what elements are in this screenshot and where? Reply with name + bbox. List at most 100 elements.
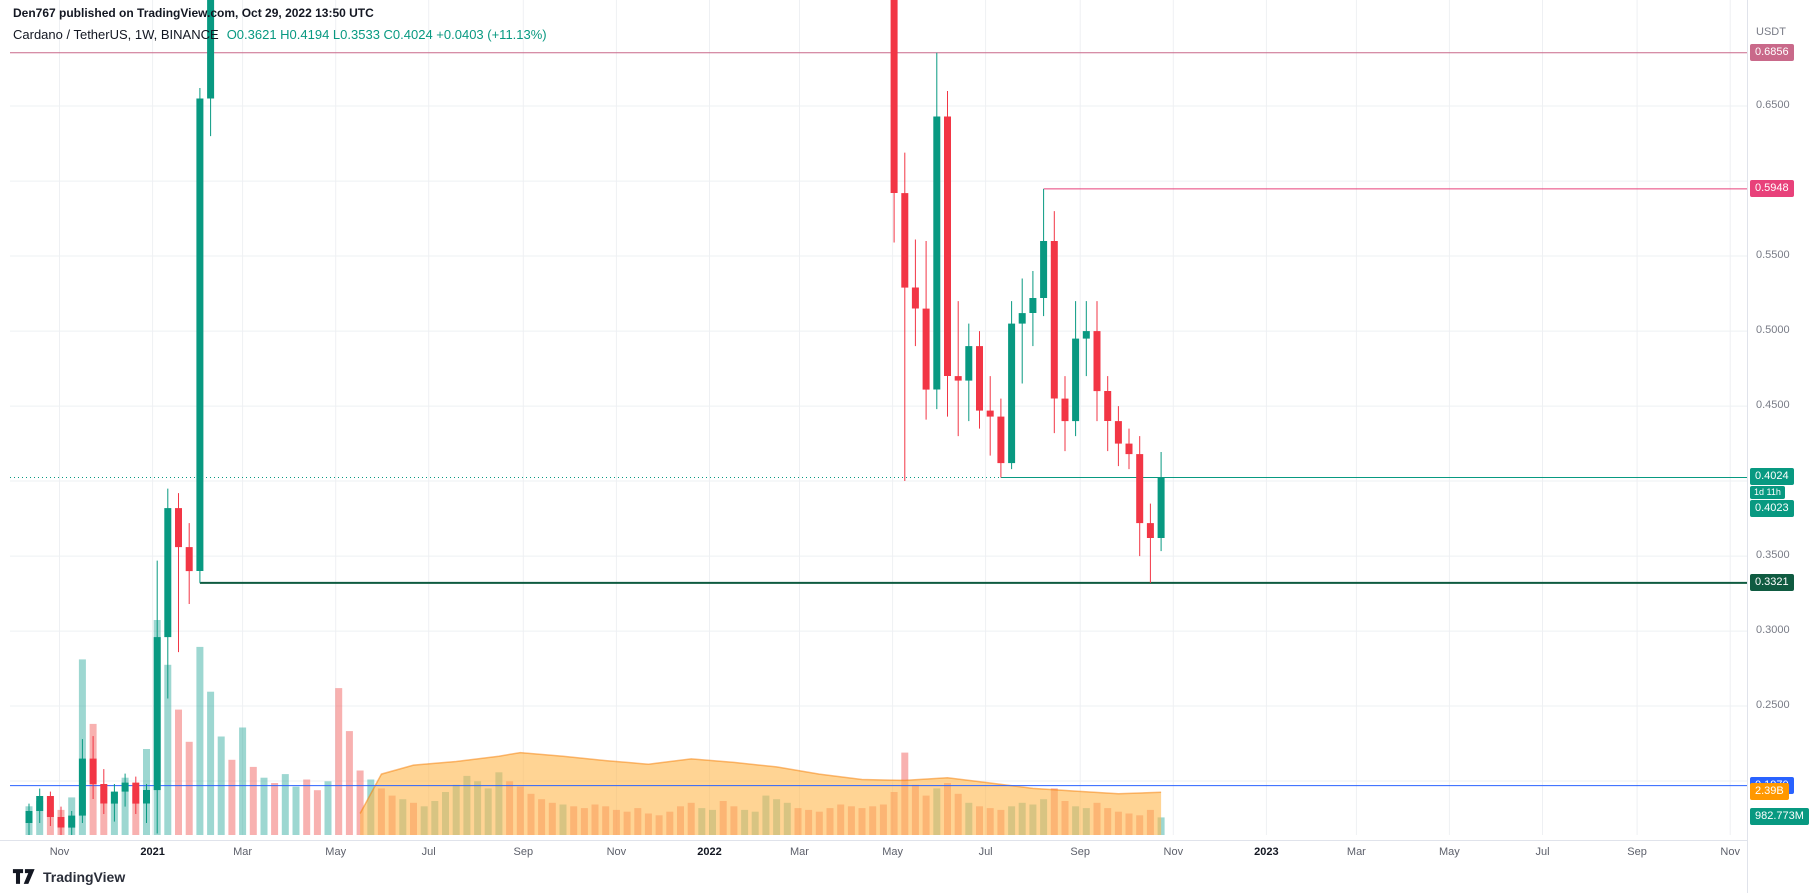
time-axis-month-label: Sep (1070, 846, 1090, 858)
candle-body (36, 796, 44, 811)
volume-bar (281, 774, 289, 835)
time-axis-year-label: 2022 (697, 846, 722, 858)
candle-body (25, 811, 33, 823)
candle-body (901, 193, 909, 288)
price-level-chip: 0.4024 (1750, 468, 1794, 486)
volume-bar (335, 688, 343, 835)
candle-body (110, 791, 118, 804)
volume-bar (292, 786, 300, 835)
price-tick-label: 0.3000 (1756, 624, 1790, 637)
time-axis-month-label: Jul (1535, 846, 1550, 858)
volume-bar (356, 770, 364, 835)
volume-ma-area (360, 752, 1162, 835)
candle-body (121, 782, 129, 792)
candle-body (997, 416, 1005, 464)
candle-body (143, 790, 150, 804)
time-axis-month-label: Jul (421, 846, 436, 858)
candle-body (933, 116, 941, 390)
candle-body (164, 508, 172, 638)
time-axis-month-label: Sep (1627, 846, 1647, 858)
candle-body (1029, 298, 1037, 313)
volume-bar (164, 664, 172, 835)
price-level-chip: 0.6856 (1750, 43, 1794, 61)
candle-body (185, 547, 193, 572)
symbol-title: Cardano / TetherUS, 1W, BINANCE (13, 27, 219, 42)
time-axis-year-label: 2021 (140, 846, 165, 858)
candle-body (890, 0, 898, 193)
candle-body (1093, 331, 1101, 392)
tradingview-logo[interactable]: TradingView (12, 867, 125, 886)
candle-body (1125, 443, 1133, 455)
time-axis-month-label: Jul (978, 846, 993, 858)
candle-body (100, 784, 108, 804)
candle-body (1146, 523, 1154, 538)
volume-bar (207, 691, 215, 835)
candle-body (132, 782, 140, 804)
volume-bar (260, 777, 268, 835)
price-tick-label: 0.5000 (1756, 324, 1790, 337)
time-axis-month-label: May (325, 846, 347, 858)
last-price-chip: 0.4023 (1750, 500, 1794, 518)
publish-byline: Den767 published on TradingView.com, Oct… (13, 6, 374, 20)
candle-body (1114, 421, 1122, 444)
candle-body (1061, 398, 1069, 422)
volume-bar (324, 781, 332, 835)
time-axis-month-label: Sep (513, 846, 534, 858)
candle-body (1018, 313, 1026, 324)
candle-body (986, 410, 994, 417)
volume-bar (249, 766, 257, 835)
tradingview-logo-text: TradingView (43, 868, 126, 885)
candle-body (57, 817, 65, 828)
price-level-chip: 0.3321 (1750, 573, 1794, 591)
volume-bar (228, 759, 236, 835)
time-axis-month-label: Mar (233, 846, 253, 858)
price-level-chip: 0.5948 (1750, 179, 1794, 197)
candle-body (1157, 477, 1165, 538)
candle-body (954, 376, 962, 381)
candle-body (1050, 241, 1058, 399)
candle-body (976, 346, 983, 411)
volume-bar (239, 727, 247, 835)
symbol-legend: Cardano / TetherUS, 1W, BINANCE O0.3621 H… (13, 27, 547, 42)
countdown-chip: 1d 11h (1750, 486, 1785, 500)
time-axis-month-label: May (882, 846, 903, 858)
time-axis-month-label: Mar (1346, 846, 1366, 858)
candle-body (911, 287, 919, 309)
price-scale[interactable]: USDT 0.6500 0.5500 0.5000 0.4500 0.3500 0.300… (1748, 0, 1818, 893)
price-tick-label: 0.3500 (1756, 549, 1790, 562)
volume-ma-line (359, 751, 1162, 814)
time-axis-year-label: 2023 (1254, 846, 1279, 858)
time-axis-month-label: Nov (49, 846, 70, 858)
price-tick-label: 0.6500 (1756, 99, 1790, 112)
volume-bar (345, 731, 353, 835)
volume-bar (196, 646, 204, 835)
time-axis-month-label: Mar (790, 846, 809, 858)
time-axis-month-label: Nov (1720, 846, 1740, 858)
volume-bar (185, 741, 193, 835)
candle-body (1040, 241, 1048, 298)
candle-body (1136, 454, 1144, 524)
candle-body (1072, 338, 1080, 422)
candle-body (944, 116, 951, 376)
time-axis-month-label: Nov (1163, 846, 1184, 858)
candle-body (46, 796, 54, 817)
candle-body (78, 758, 86, 816)
price-tick-label: 0.4500 (1756, 399, 1790, 412)
time-axis-month-label: Nov (606, 846, 627, 858)
candle-body (153, 637, 161, 791)
candle-body (1008, 323, 1016, 464)
volume-bar (175, 709, 182, 835)
candle-body (175, 508, 182, 548)
ohlc-values: O0.3621 H0.4194 L0.3533 C0.4024 +0.0403 … (226, 27, 547, 42)
candle-body (1082, 331, 1090, 339)
candle-body (68, 815, 76, 828)
volume-ma-chip: 2.39B (1750, 783, 1789, 801)
price-tick-label: 0.2500 (1756, 699, 1790, 712)
candle-body (922, 308, 930, 390)
time-scale[interactable]: Nov 2021 Mar May Jul Sep Nov 2022 Mar May Jul Sep No… (0, 841, 1747, 871)
candle-body (965, 346, 973, 381)
volume-bar (313, 790, 321, 835)
candle-body (196, 98, 204, 571)
